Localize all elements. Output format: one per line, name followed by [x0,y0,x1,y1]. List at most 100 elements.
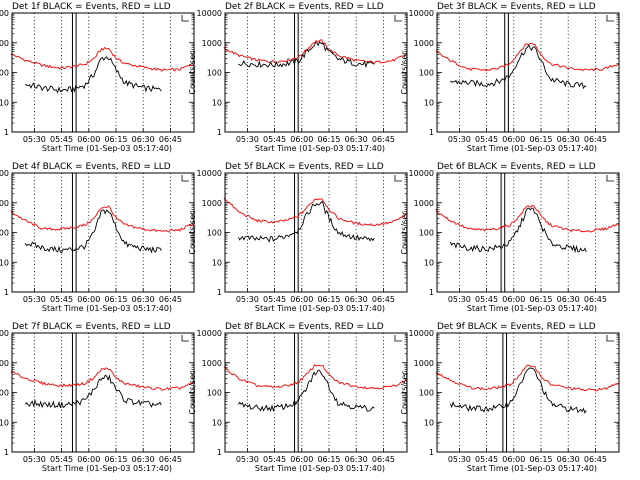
x-tick-label: 06:15 [529,135,552,144]
y-tick-label: 10 [0,418,9,427]
panel-det-8: Det 8f BLACK = Events, RED = LLD Counts/s… [188,322,408,473]
x-tick-label: 06:00 [502,135,525,144]
plot-frame [11,332,195,453]
y-tick-label: 1000 [0,199,9,208]
lld-series-line [223,39,408,64]
x-tick-label: 06:30 [557,135,580,144]
lld-series-line [10,367,195,391]
x-tick-label: 05:30 [236,455,259,464]
events-series-line [237,369,375,413]
y-tick-label: 100 [419,229,434,238]
panel-det-9: Det 9f BLACK = Events, RED = LLD Counts/s… [400,322,620,473]
y-tick-label: 100 [0,229,9,238]
y-tick-label: 10000 [409,9,434,18]
panel-title: Det 1f BLACK = Events, RED = LLD [12,2,171,12]
y-axis-label: Counts/sec [400,370,409,414]
lld-series-line [223,197,408,227]
y-axis-label: Counts/sec [400,50,409,94]
lld-series-line [435,204,619,233]
x-tick-label: 06:45 [159,135,182,144]
y-tick-label: 100 [207,69,222,78]
x-tick-label: 05:45 [50,295,73,304]
x-tick-label: 05:45 [263,455,286,464]
y-axis-label: Counts/sec [188,50,197,94]
panel-det-6: Det 6f BLACK = Events, RED = LLD Counts/s… [400,162,620,313]
panel-title: Det 3f BLACK = Events, RED = LLD [437,2,596,12]
events-series-line [237,201,375,243]
y-tick-label: 1 [217,128,222,137]
lld-series-line [10,46,195,73]
y-tick-label: 10 [212,418,222,427]
y-tick-label: 10 [424,98,434,107]
x-tick-label: 05:30 [236,295,259,304]
panel-det-5: Det 5f BLACK = Events, RED = LLD Counts/s… [188,162,408,313]
x-tick-label: 06:45 [372,295,395,304]
y-tick-label: 10000 [197,329,222,338]
x-tick-label: 06:30 [132,455,155,464]
y-tick-label: 100 [0,389,9,398]
y-tick-label: 10 [424,418,434,427]
legend-glyph [606,335,614,342]
x-tick-label: 05:30 [23,455,46,464]
panel-det-4: Det 4f BLACK = Events, RED = LLD Counts/s… [0,162,195,313]
x-tick-label: 06:00 [77,455,100,464]
y-tick-label: 10000 [409,169,434,178]
panel-det-3: Det 3f BLACK = Events, RED = LLD Counts/s… [400,2,620,153]
plot-frame [11,172,195,293]
x-tick-label: 06:15 [317,295,340,304]
panel-title: Det 9f BLACK = Events, RED = LLD [437,322,596,332]
panel-title: Det 7f BLACK = Events, RED = LLD [12,322,171,332]
x-tick-label: 06:15 [529,295,552,304]
legend-glyph [181,175,189,182]
panel-det-7: Det 7f BLACK = Events, RED = LLD Counts/s… [0,322,195,473]
legend-glyph [181,15,189,22]
y-tick-label: 100 [207,389,222,398]
legend-glyph [606,15,614,22]
x-tick-label: 05:45 [50,135,73,144]
y-tick-label: 10 [424,258,434,267]
x-tick-label: 05:45 [50,455,73,464]
x-tick-label: 06:45 [584,295,607,304]
x-tick-label: 06:15 [104,295,127,304]
x-axis-label: Start Time (01-Sep-03 05:17:40) [255,304,385,313]
legend-glyph [394,335,402,342]
x-tick-label: 05:30 [448,135,471,144]
y-tick-label: 10000 [0,169,9,178]
x-tick-label: 06:30 [557,295,580,304]
y-tick-label: 10000 [197,9,222,18]
x-tick-label: 06:15 [317,135,340,144]
events-series-line [24,209,162,254]
x-tick-label: 06:30 [345,135,368,144]
lld-series-line [10,205,195,233]
x-tick-label: 05:30 [448,455,471,464]
x-tick-label: 05:45 [475,455,498,464]
x-tick-label: 06:30 [557,455,580,464]
events-series-line [449,367,587,414]
x-axis-label: Start Time (01-Sep-03 05:17:40) [467,304,597,313]
x-tick-label: 06:15 [529,455,552,464]
x-tick-label: 06:15 [317,455,340,464]
lld-series-line [435,42,620,72]
panel-det-1: Det 1f BLACK = Events, RED = LLD Counts/s… [0,2,195,153]
y-tick-label: 1000 [0,359,9,368]
y-tick-label: 100 [419,69,434,78]
y-tick-label: 1 [217,448,222,457]
y-tick-label: 10000 [0,9,9,18]
x-tick-label: 06:00 [290,455,313,464]
x-tick-label: 05:45 [475,135,498,144]
events-series-line [238,41,375,69]
x-axis-label: Start Time (01-Sep-03 05:17:40) [467,464,597,473]
x-tick-label: 05:45 [475,295,498,304]
y-tick-label: 10000 [197,169,222,178]
y-tick-label: 10000 [0,329,9,338]
plot-frame [11,12,195,133]
x-tick-label: 06:15 [104,455,127,464]
y-tick-label: 1000 [414,39,434,48]
y-tick-label: 1000 [202,359,222,368]
events-series-line [24,374,162,409]
y-tick-label: 1 [4,448,9,457]
x-axis-label: Start Time (01-Sep-03 05:17:40) [42,144,172,153]
x-tick-label: 06:30 [345,455,368,464]
plot-frame [224,332,408,453]
y-tick-label: 1000 [414,359,434,368]
